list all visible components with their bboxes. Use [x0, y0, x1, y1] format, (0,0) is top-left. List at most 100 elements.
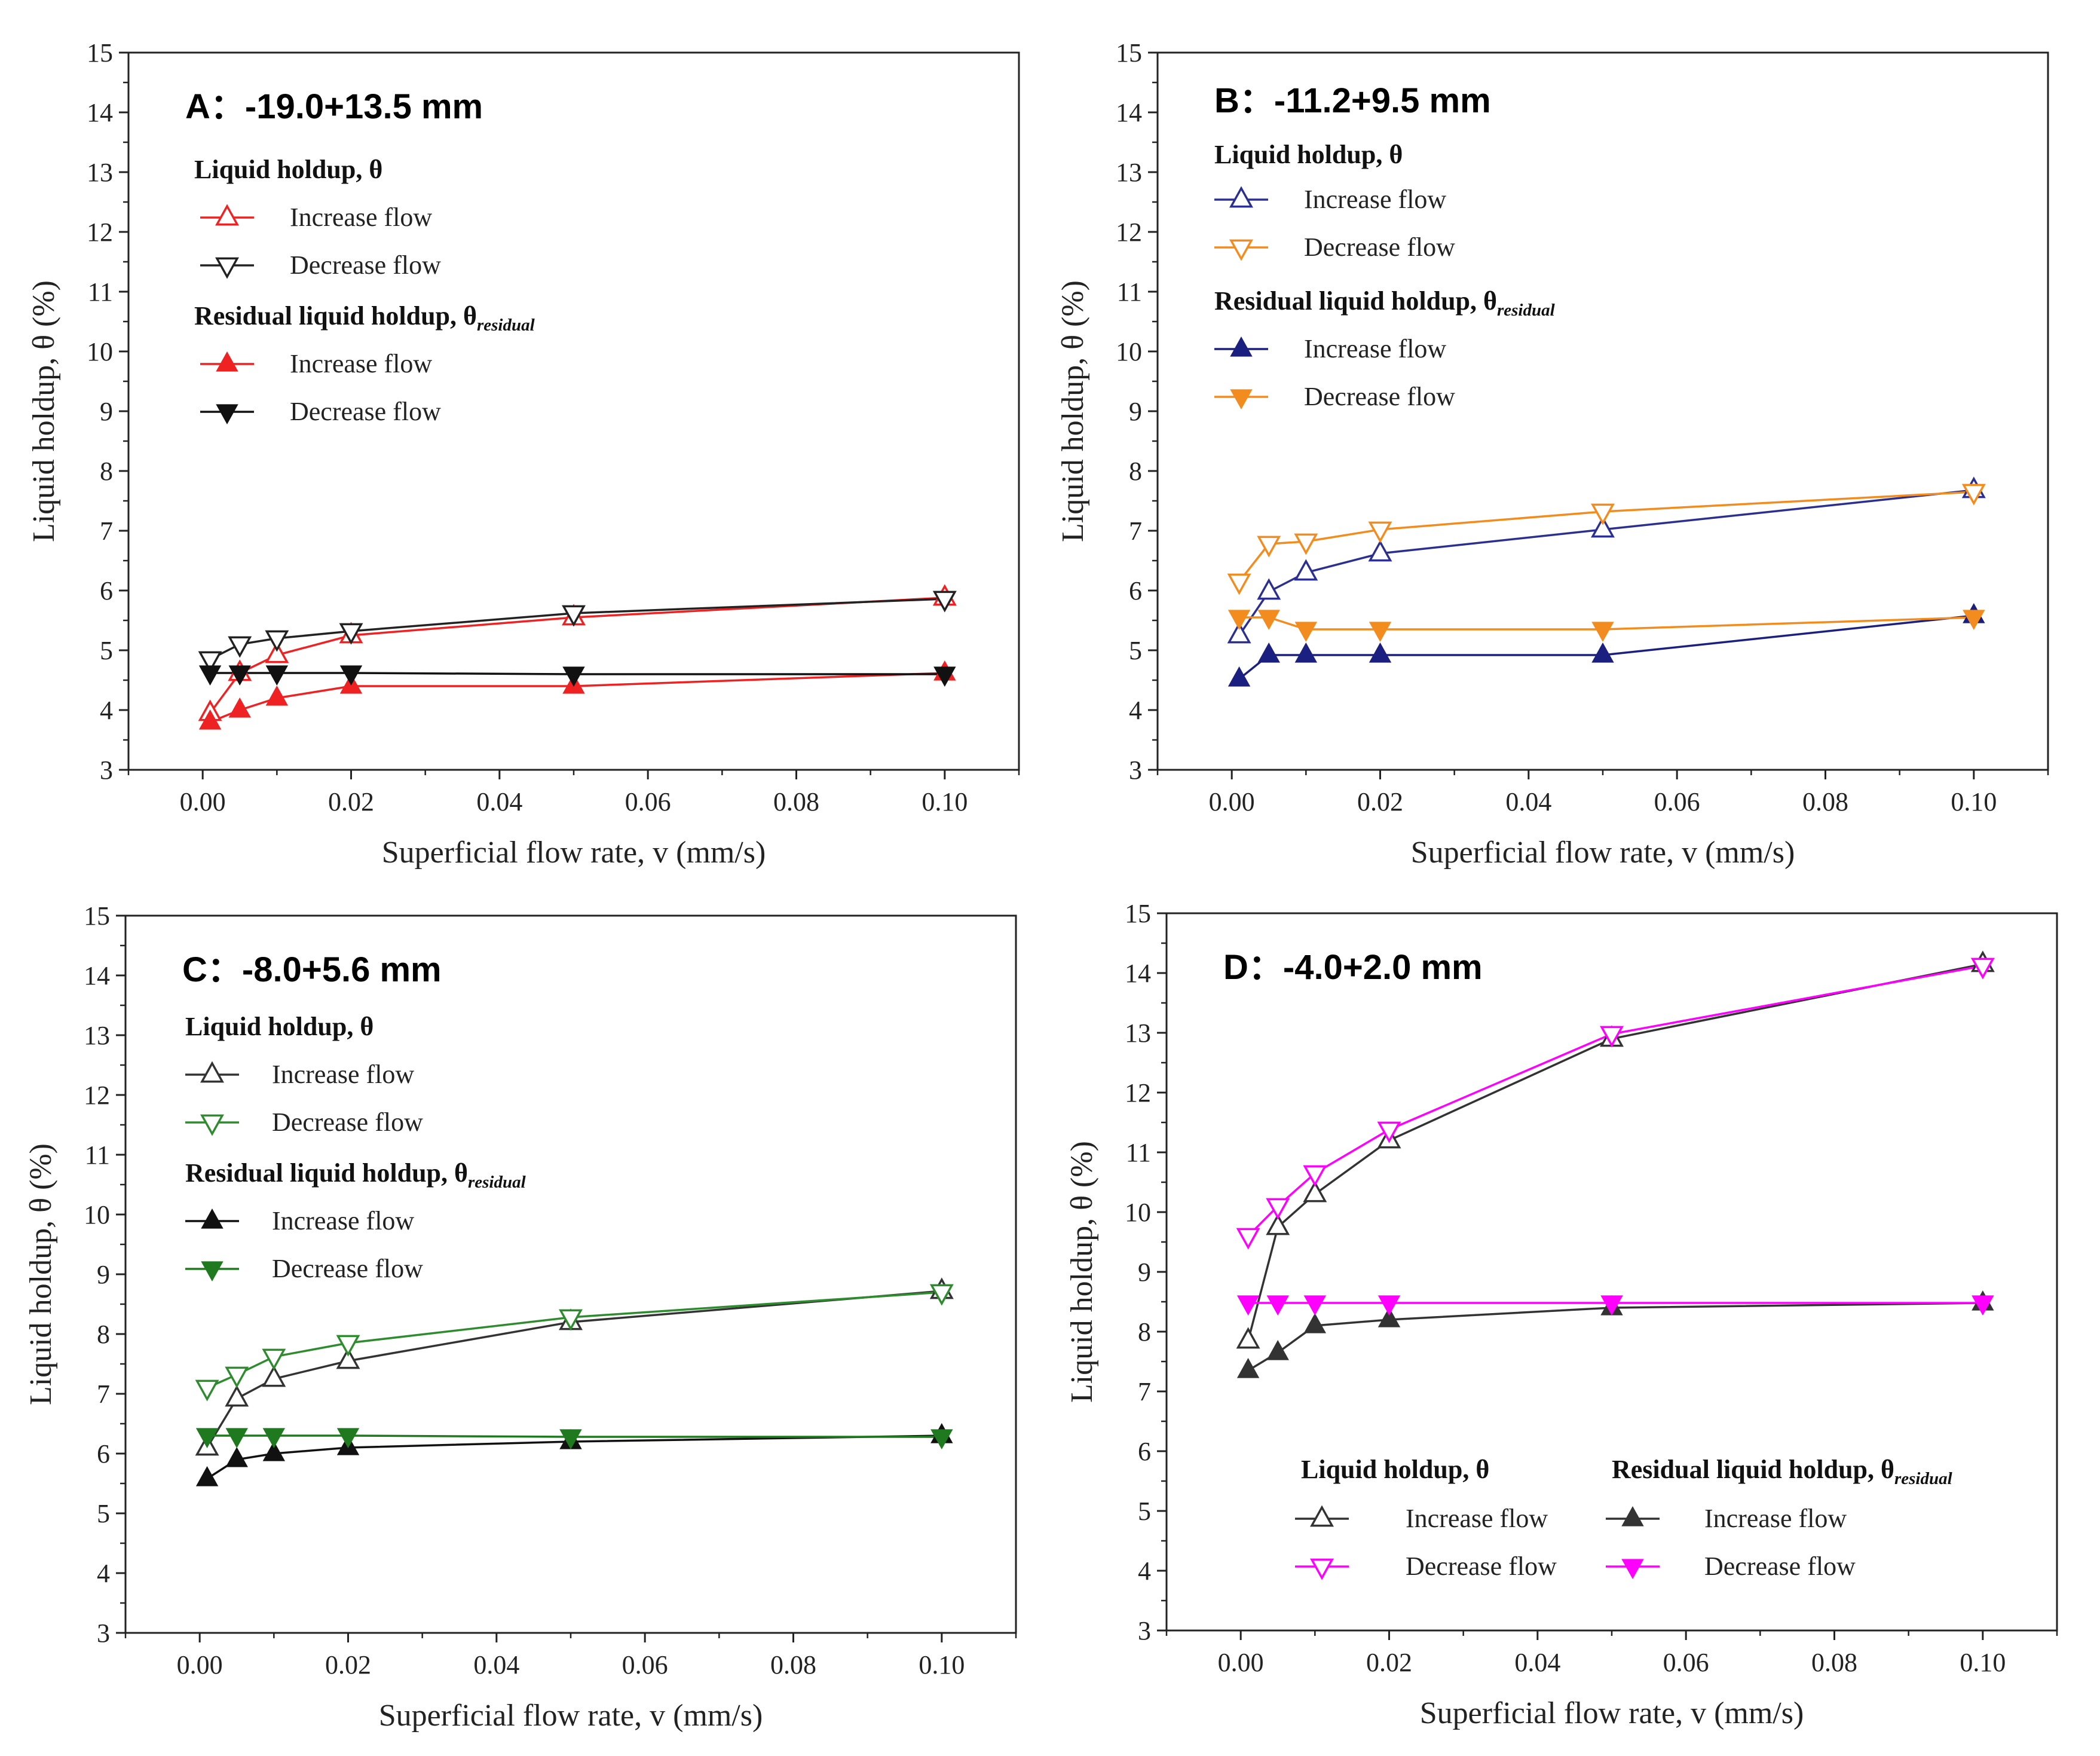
x-tick-label: 0.02	[1366, 1648, 1412, 1677]
y-tick-label: 11	[88, 277, 113, 307]
x-tick-label: 0.10	[919, 1650, 965, 1679]
y-tick-label: 7	[1138, 1377, 1151, 1406]
data-point	[930, 1429, 953, 1450]
legend-group-title-holdup: Liquid holdup, θ	[1301, 1455, 1489, 1484]
legend-group-title-residual: Residual liquid holdup, θresidual	[185, 1158, 526, 1192]
data-point	[559, 1429, 582, 1450]
legend-label: Increase flow	[290, 349, 432, 378]
data-point	[1972, 1295, 1994, 1316]
y-tick-label: 10	[1125, 1198, 1151, 1227]
legend-label: Increase flow	[1304, 334, 1446, 363]
y-tick-label: 12	[84, 1081, 110, 1110]
legend-label: Decrease flow	[290, 250, 441, 280]
data-point	[339, 665, 363, 686]
x-axis-title: Superficial flow rate, v (mm/s)	[1420, 1696, 1804, 1730]
data-point	[1294, 642, 1318, 663]
legend-label: Decrease flow	[272, 1108, 423, 1137]
y-axis-title: Liquid holdup, θ (%)	[1065, 1141, 1099, 1403]
data-point	[1368, 521, 1392, 543]
data-point	[265, 630, 289, 652]
series-line-holdup-increase	[1247, 963, 1983, 1341]
x-tick-label: 0.00	[1209, 787, 1255, 816]
legend-group-title-residual: Residual liquid holdup, θresidual	[194, 301, 535, 335]
legend-group-title-main: Residual liquid holdup, θ	[1214, 286, 1497, 316]
data-point	[1368, 540, 1392, 562]
y-tick-label: 9	[97, 1260, 110, 1289]
legend-marker	[1621, 1506, 1644, 1526]
legend: Liquid holdup, θ Increase flow Decrease fl…	[1295, 1455, 1953, 1581]
legend-label: Increase flow	[272, 1060, 414, 1089]
legend-group-title-holdup: Liquid holdup, θ	[1214, 140, 1403, 169]
x-tick-label: 0.06	[622, 1650, 668, 1679]
y-tick-label: 4	[100, 696, 113, 725]
data-point	[1961, 484, 1986, 506]
legend-marker	[1229, 239, 1253, 261]
y-tick-label: 9	[1138, 1258, 1151, 1287]
data-point	[336, 1335, 360, 1357]
data-point	[1591, 503, 1615, 525]
y-tick-label: 14	[1125, 959, 1151, 988]
x-tick-label: 0.06	[1663, 1648, 1709, 1677]
data-point	[1236, 1327, 1260, 1349]
y-tick-label: 12	[1116, 218, 1142, 247]
data-point	[1303, 1180, 1327, 1203]
data-point	[1266, 1213, 1290, 1235]
legend-group-title-holdup: Liquid holdup, θ	[185, 1012, 374, 1041]
y-tick-label: 6	[1129, 576, 1142, 605]
legend-group-title-sub: residual	[1894, 1469, 1953, 1488]
y-tick-label: 13	[1125, 1018, 1151, 1048]
y-tick-label: 15	[87, 38, 113, 68]
series-line-holdup-increase	[206, 1290, 942, 1448]
x-axis-title: Superficial flow rate, v (mm/s)	[1411, 836, 1795, 870]
data-point	[1369, 622, 1392, 643]
legend-group-title-sub: residual	[477, 316, 535, 335]
data-point	[336, 1428, 360, 1449]
legend-marker	[1621, 1559, 1644, 1580]
legend: Liquid holdup, θ Increase flow Decrease fl…	[185, 1012, 526, 1283]
data-point	[1369, 642, 1392, 663]
legend-label: Decrease flow	[1304, 382, 1455, 411]
y-tick-label: 13	[84, 1021, 110, 1050]
legend-group-title-residual: Residual liquid holdup, θresidual	[1612, 1455, 1953, 1488]
panel-B: 3 4 5 6 7 8 9 10 11 12 13 14 15 0.00 0.02 0.04 0.06 0.08 0…	[1056, 38, 2049, 870]
legend-label: Decrease flow	[290, 397, 441, 426]
x-tick-label: 0.02	[325, 1650, 371, 1679]
legend-label: Decrease flow	[272, 1254, 423, 1283]
legend-marker	[201, 1208, 224, 1229]
series-line-holdup-decrease	[206, 1291, 942, 1389]
y-tick-label: 3	[1129, 755, 1142, 785]
data-point	[262, 1440, 286, 1461]
x-tick-label: 0.04	[476, 787, 522, 816]
y-tick-label: 6	[1138, 1437, 1151, 1466]
data-point	[562, 605, 586, 627]
legend-marker	[201, 1261, 224, 1282]
data-point	[1303, 1165, 1327, 1187]
y-tick-label: 5	[97, 1499, 110, 1528]
y-tick-label: 8	[97, 1320, 110, 1349]
y-tick-label: 10	[87, 337, 113, 366]
x-tick-label: 0.00	[180, 787, 226, 816]
x-tick-label: 0.00	[177, 1650, 223, 1679]
data-point	[198, 651, 222, 673]
y-tick-label: 9	[1129, 397, 1142, 426]
legend-marker	[1310, 1505, 1334, 1527]
y-tick-label: 6	[97, 1439, 110, 1469]
x-tick-label: 0.04	[473, 1650, 519, 1679]
legend-group-title-main: Residual liquid holdup, θ	[1612, 1455, 1894, 1484]
y-tick-label: 7	[1129, 516, 1142, 546]
panel-title: D：-4.0+2.0 mm	[1223, 948, 1483, 987]
data-point	[336, 1347, 360, 1369]
data-point	[1227, 666, 1251, 687]
y-tick-label: 12	[1125, 1078, 1151, 1108]
data-point	[1303, 1295, 1327, 1316]
y-tick-label: 4	[1129, 696, 1142, 725]
legend-group-title-sub: residual	[468, 1173, 526, 1192]
panel-D: 3 4 5 6 7 8 9 10 11 12 13 14 15 0.00 0.02 0.04 0.06 0.08 0…	[1065, 899, 2058, 1730]
x-tick-label: 0.02	[1357, 787, 1403, 816]
legend-label: Increase flow	[290, 203, 432, 232]
data-point	[228, 697, 251, 718]
legend-label: Decrease flow	[1406, 1552, 1557, 1581]
y-tick-label: 15	[1116, 38, 1142, 68]
data-point	[932, 591, 957, 613]
